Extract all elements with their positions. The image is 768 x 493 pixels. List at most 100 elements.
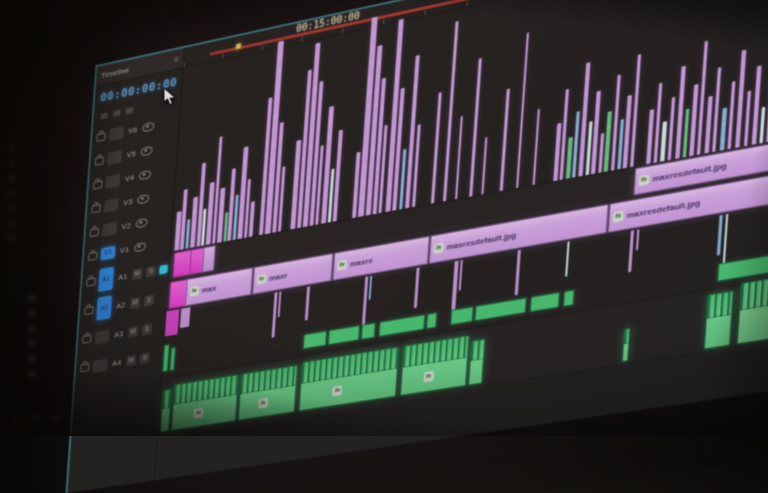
audio-clip-small[interactable] xyxy=(450,306,473,325)
source-patch-a4[interactable] xyxy=(92,358,107,373)
audio-clip-small[interactable] xyxy=(426,312,437,329)
stacked-video-clip[interactable] xyxy=(481,137,487,194)
timeline-display-settings-icon[interactable] xyxy=(126,107,134,114)
track-output-eye-icon[interactable] xyxy=(135,218,147,229)
stacked-video-clip[interactable] xyxy=(321,106,334,224)
track-output-eye-icon[interactable] xyxy=(140,146,152,157)
fx-badge: fx xyxy=(258,397,268,408)
video-clip[interactable] xyxy=(202,245,216,272)
source-patch-a3[interactable] xyxy=(94,329,109,344)
lock-icon[interactable] xyxy=(86,278,95,287)
lock-icon[interactable] xyxy=(84,306,93,315)
fx-badge: fx xyxy=(194,407,204,418)
voiceover-record-toggle[interactable] xyxy=(159,264,168,274)
stacked-video-clip[interactable] xyxy=(660,121,667,162)
clip-label: maxresdefault.jpg xyxy=(652,160,727,183)
audio-clip-small[interactable] xyxy=(563,290,575,307)
video-clip-fragment[interactable] xyxy=(278,291,282,317)
video-clip-fragment[interactable] xyxy=(636,229,640,250)
track-output-eye-icon[interactable] xyxy=(139,170,151,181)
solo-button[interactable]: S xyxy=(145,265,156,277)
audio-clip[interactable]: fx xyxy=(238,365,298,421)
stacked-video-clip[interactable] xyxy=(469,58,482,197)
video-clip-fragment[interactable] xyxy=(362,276,368,324)
stacked-video-clip[interactable] xyxy=(431,92,442,204)
audio-clip-small[interactable] xyxy=(361,323,376,340)
solo-button[interactable]: S xyxy=(143,294,154,306)
track-output-eye-icon[interactable] xyxy=(134,242,146,253)
source-patch-v2[interactable] xyxy=(102,222,117,237)
video-clip-fragment[interactable] xyxy=(723,214,729,265)
source-patch-a1[interactable]: A1 xyxy=(98,267,114,293)
lock-icon[interactable] xyxy=(90,227,99,236)
stacked-video-clip[interactable] xyxy=(249,201,255,237)
track-name: A1 xyxy=(117,271,129,282)
mouse-cursor xyxy=(163,88,177,111)
stacked-video-clip[interactable] xyxy=(630,54,641,167)
stacked-video-clip[interactable] xyxy=(533,109,540,185)
video-clip-fragment[interactable] xyxy=(414,267,420,308)
video-clip-fragment[interactable] xyxy=(369,276,373,300)
stacked-video-clip[interactable] xyxy=(516,32,529,188)
audio-clip[interactable] xyxy=(622,328,631,362)
nest-toggle-icon[interactable] xyxy=(100,112,108,119)
panel-menu-icon[interactable]: ≡ xyxy=(174,54,179,64)
fx-badge: fx xyxy=(613,210,624,222)
audio-clip-small[interactable] xyxy=(170,347,176,371)
video-clip-fragment[interactable] xyxy=(305,286,310,320)
mute-button[interactable]: M xyxy=(130,296,141,308)
stacked-video-clip[interactable] xyxy=(646,109,654,164)
stacked-video-clip[interactable] xyxy=(455,116,463,199)
lock-icon[interactable] xyxy=(96,132,105,141)
lock-icon[interactable] xyxy=(80,363,89,372)
lock-icon[interactable] xyxy=(82,335,91,344)
mute-button[interactable]: M xyxy=(132,268,143,280)
solo-button[interactable]: S xyxy=(139,352,150,364)
audio-clip-small[interactable] xyxy=(303,331,327,350)
stacked-video-clip[interactable] xyxy=(333,130,343,222)
video-clip-fragment[interactable] xyxy=(565,241,570,276)
mute-button[interactable]: M xyxy=(128,325,139,337)
tab-timeline[interactable]: Timeline xyxy=(101,65,130,80)
source-patch-a2[interactable]: A2 xyxy=(96,295,112,320)
audio-clip[interactable]: fx xyxy=(400,335,470,396)
solo-button[interactable]: S xyxy=(141,323,152,335)
audio-waveform xyxy=(403,336,469,368)
source-patch-v6[interactable] xyxy=(109,126,124,141)
stacked-video-clip[interactable] xyxy=(759,107,765,144)
source-patch-v5[interactable] xyxy=(107,150,122,165)
lock-icon[interactable] xyxy=(93,180,102,189)
track-name: A2 xyxy=(115,300,127,311)
audio-clip[interactable] xyxy=(468,339,485,386)
video-clip-fragment[interactable] xyxy=(180,307,191,328)
stacked-video-clip[interactable] xyxy=(668,97,676,160)
video-clip-fragment[interactable] xyxy=(272,292,278,338)
video-clip-fragment[interactable] xyxy=(459,260,463,291)
video-clip-fragment[interactable] xyxy=(628,230,634,272)
out-of-focus-panel-icons xyxy=(12,416,59,421)
audio-clip[interactable]: fx xyxy=(171,374,239,431)
track-output-eye-icon[interactable] xyxy=(142,122,154,133)
lock-icon[interactable] xyxy=(95,156,104,165)
clip-label: maxr xyxy=(269,270,288,282)
video-clip-fragment[interactable] xyxy=(165,309,180,336)
lock-icon[interactable] xyxy=(88,251,97,260)
video-clip-fragment[interactable] xyxy=(515,250,521,296)
stacked-video-clip[interactable] xyxy=(500,89,510,192)
stacked-video-clip[interactable] xyxy=(683,109,690,158)
lock-icon[interactable] xyxy=(91,204,100,213)
video-clip-fragment[interactable] xyxy=(717,215,723,256)
audio-clip-small[interactable] xyxy=(162,344,169,372)
video-clip-fragment[interactable] xyxy=(451,261,458,310)
stacked-video-clip[interactable] xyxy=(744,91,751,147)
source-patch-v4[interactable] xyxy=(105,174,120,189)
stacked-video-clip[interactable] xyxy=(727,81,735,149)
stacked-video-clip[interactable] xyxy=(720,108,727,151)
clip-label: maxresdefault.jpg xyxy=(446,230,516,251)
source-patch-v3[interactable] xyxy=(104,198,119,213)
source-patch-v1[interactable]: V1 xyxy=(100,246,115,261)
track-output-eye-icon[interactable] xyxy=(137,194,149,205)
audio-clip[interactable] xyxy=(704,290,734,349)
snap-toggle-icon[interactable] xyxy=(113,110,121,117)
mute-button[interactable]: M xyxy=(126,354,137,366)
